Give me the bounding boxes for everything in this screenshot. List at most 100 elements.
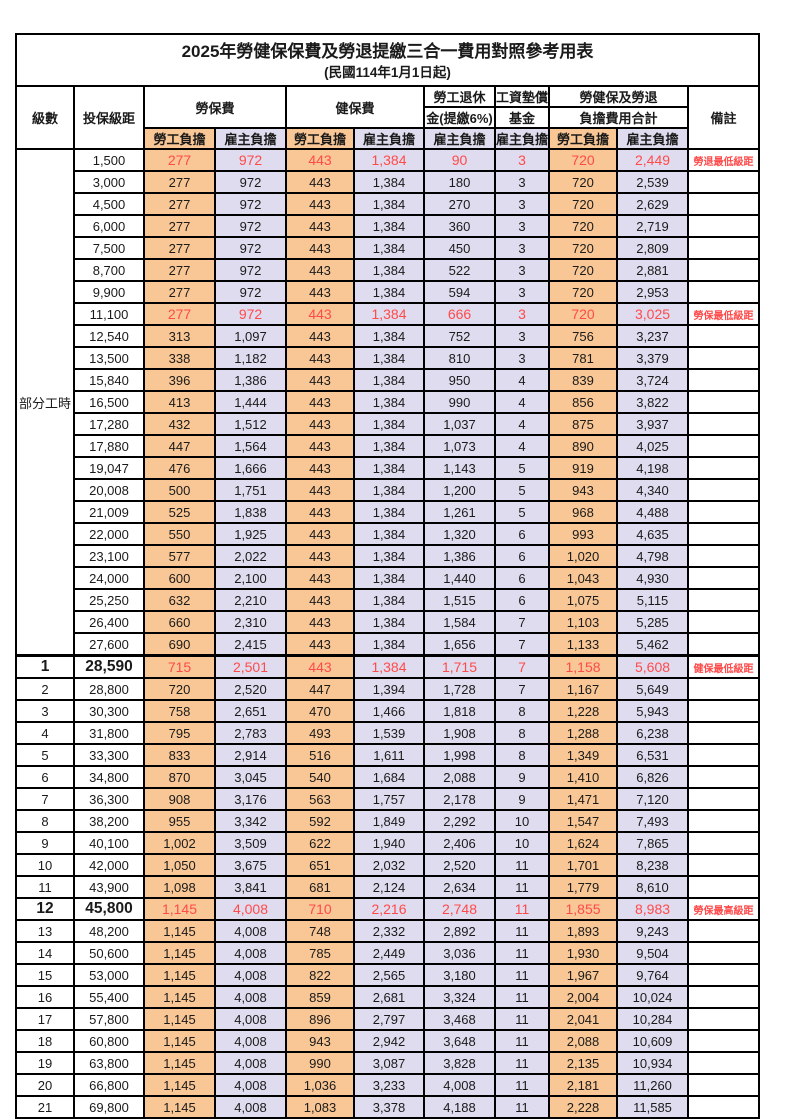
remark-cell	[687, 588, 761, 612]
value-cell: 2,088	[548, 1029, 619, 1053]
value-cell: 720	[143, 677, 216, 701]
value-cell: 859	[285, 985, 355, 1009]
value-cell: 1,145	[143, 1073, 216, 1097]
value-cell: 1,855	[548, 897, 619, 921]
header-pension-line2: 金(提繳6%)	[423, 106, 496, 129]
value-cell: 3,937	[616, 412, 690, 436]
value-cell: 11	[493, 963, 551, 987]
value-cell: 1,512	[214, 412, 287, 436]
value-cell: 443	[285, 214, 355, 238]
value-cell: 7	[493, 654, 551, 679]
value-cell: 432	[143, 412, 216, 436]
value-cell: 1,097	[214, 324, 287, 348]
value-cell: 3,342	[214, 809, 287, 833]
part-time-merged-cell: 部分工時	[15, 148, 75, 657]
value-cell: 622	[285, 831, 355, 855]
value-cell: 972	[214, 302, 287, 326]
value-cell: 3,045	[214, 765, 287, 789]
bracket-cell: 1,500	[73, 148, 145, 172]
bracket-cell: 66,800	[73, 1073, 145, 1097]
table-row: 9 40,100 1,002 3,509 622 1,940 2,406 10 1,624 7,8…	[15, 831, 761, 855]
value-cell: 600	[143, 566, 216, 590]
page-subtitle: (民國114年1月1日起)	[324, 64, 451, 80]
bracket-cell: 48,200	[73, 919, 145, 943]
value-cell: 4,008	[214, 1095, 287, 1119]
value-cell: 748	[285, 919, 355, 943]
value-cell: 277	[143, 236, 216, 260]
value-cell: 443	[285, 192, 355, 216]
value-cell: 270	[423, 192, 496, 216]
value-cell: 4	[493, 390, 551, 414]
premium-reference-sheet: 2025年勞健保保費及勞退提繳三合一費用對照參考用表 (民國114年1月1日起)…	[14, 33, 761, 1119]
value-cell: 3,468	[423, 1007, 496, 1031]
remark-cell	[687, 963, 761, 987]
bracket-cell: 24,000	[73, 566, 145, 590]
header-total-line2: 負擔費用合計	[548, 106, 690, 129]
value-cell: 443	[285, 236, 355, 260]
value-cell: 720	[548, 170, 619, 194]
table-row: 16,500 413 1,444 443 1,384 990 4 856 3,822	[16, 390, 761, 414]
value-cell: 470	[285, 699, 355, 723]
value-cell: 11	[493, 1007, 551, 1031]
value-cell: 1,624	[548, 831, 619, 855]
value-cell: 1,145	[143, 941, 216, 965]
value-cell: 443	[285, 324, 355, 348]
bracket-cell: 12,540	[73, 324, 145, 348]
value-cell: 1,539	[353, 721, 425, 745]
value-cell: 1,384	[353, 434, 425, 458]
table-row: 2 28,800 720 2,520 447 1,394 1,728 7 1,167 5,649	[15, 677, 761, 701]
remark-cell	[687, 610, 761, 634]
value-cell: 972	[214, 236, 287, 260]
bracket-cell: 22,000	[73, 522, 145, 546]
value-cell: 720	[548, 236, 619, 260]
value-cell: 3,724	[616, 368, 690, 392]
value-cell: 7,493	[616, 809, 690, 833]
table-row: 24,000 600 2,100 443 1,384 1,440 6 1,043 4,930	[16, 566, 761, 590]
table-row: 1 28,590 715 2,501 443 1,384 1,715 7 1,158 5,608 健…	[15, 654, 761, 679]
bracket-cell: 40,100	[73, 831, 145, 855]
remark-cell	[687, 853, 761, 877]
value-cell: 720	[548, 192, 619, 216]
value-cell: 1,940	[353, 831, 425, 855]
value-cell: 1,908	[423, 721, 496, 745]
bracket-cell: 28,590	[73, 654, 145, 679]
value-cell: 277	[143, 170, 216, 194]
bracket-cell: 17,880	[73, 434, 145, 458]
value-cell: 277	[143, 192, 216, 216]
table-row: 7 36,300 908 3,176 563 1,757 2,178 9 1,471 7,120	[15, 787, 761, 811]
bracket-cell: 53,000	[73, 963, 145, 987]
value-cell: 493	[285, 721, 355, 745]
value-cell: 1,611	[353, 743, 425, 767]
value-cell: 6	[493, 566, 551, 590]
value-cell: 875	[548, 412, 619, 436]
value-cell: 2,629	[616, 192, 690, 216]
table-row: 12,540 313 1,097 443 1,384 752 3 756 3,237	[16, 324, 761, 348]
value-cell: 1,143	[423, 456, 496, 480]
value-cell: 2,449	[353, 941, 425, 965]
value-cell: 2,088	[423, 765, 496, 789]
value-cell: 413	[143, 390, 216, 414]
remark-cell	[687, 632, 761, 657]
value-cell: 5,943	[616, 699, 690, 723]
value-cell: 3,675	[214, 853, 287, 877]
remark-cell	[687, 544, 761, 568]
value-cell: 1,849	[353, 809, 425, 833]
value-cell: 1,386	[423, 544, 496, 568]
value-cell: 919	[548, 456, 619, 480]
value-cell: 443	[285, 148, 355, 172]
value-cell: 1,410	[548, 765, 619, 789]
bracket-cell: 3,000	[73, 170, 145, 194]
value-cell: 2,953	[616, 280, 690, 304]
remark-cell	[687, 258, 761, 282]
value-cell: 2,892	[423, 919, 496, 943]
level-cell: 16	[15, 985, 75, 1009]
bracket-cell: 50,600	[73, 941, 145, 965]
value-cell: 1,320	[423, 522, 496, 546]
value-cell: 1,386	[214, 368, 287, 392]
value-cell: 277	[143, 280, 216, 304]
remark-cell	[687, 522, 761, 546]
remark-cell: 勞保最高級距	[687, 897, 761, 921]
value-cell: 6	[493, 544, 551, 568]
value-cell: 2,216	[353, 897, 425, 921]
value-cell: 5	[493, 456, 551, 480]
